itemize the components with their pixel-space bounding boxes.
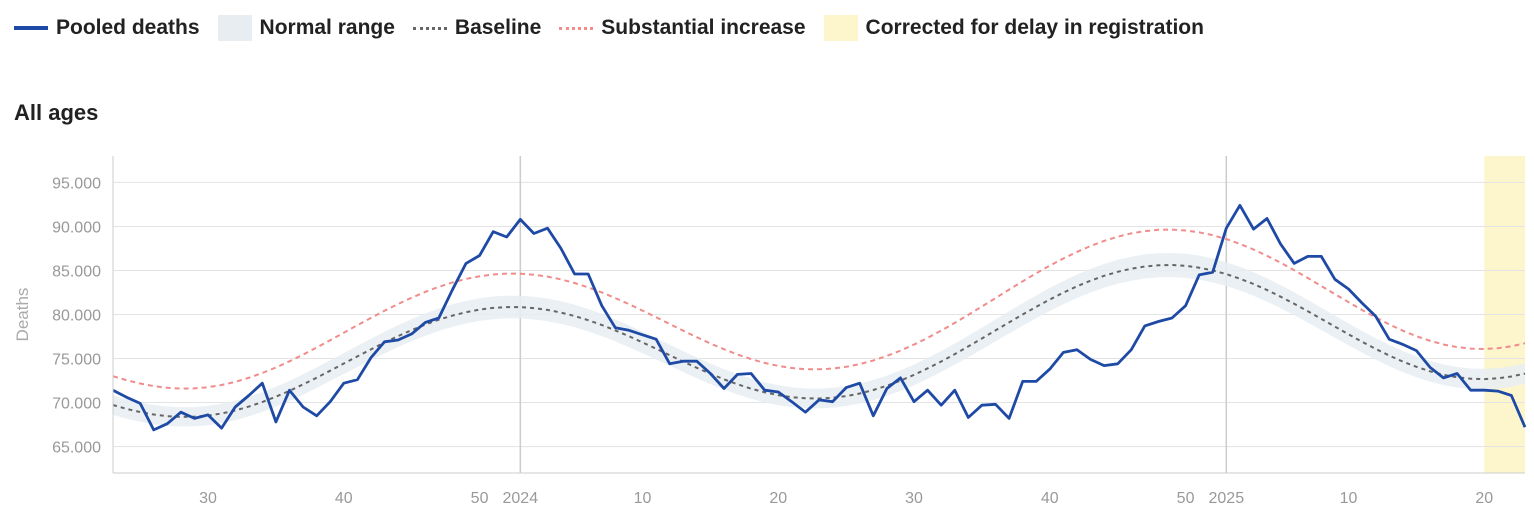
x-tick-label: 10 xyxy=(1340,490,1358,507)
legend-label-pooled-deaths: Pooled deaths xyxy=(56,16,200,39)
y-axis-label: Deaths xyxy=(13,288,32,342)
x-tick-label: 50 xyxy=(471,490,489,507)
baseline-swatch xyxy=(412,26,447,30)
legend-label-corrected: Corrected for delay in registration xyxy=(865,16,1204,39)
legend-item-baseline[interactable]: Baseline xyxy=(412,16,542,40)
legend-label-substantial-increase: Substantial increase xyxy=(601,16,806,39)
x-tick-label: 30 xyxy=(905,490,923,507)
x-tick-label: 40 xyxy=(335,490,353,507)
y-tick-label: 90.000 xyxy=(52,219,101,236)
x-tick-label: 20 xyxy=(769,490,787,507)
y-tick-label: 75.000 xyxy=(52,352,101,369)
deaths-chart: 65.000 70.000 75.000 80.000 85.000 90.000 95.0… xyxy=(13,156,1527,507)
panel-title: All ages xyxy=(14,100,99,125)
normal-range-swatch xyxy=(217,15,252,41)
pooled-deaths-swatch xyxy=(14,26,48,30)
legend-item-corrected[interactable]: Corrected for delay in registration xyxy=(823,15,1204,41)
x-tick-label: 20 xyxy=(1475,490,1493,507)
legend: Pooled deaths Normal range Baseline Subs… xyxy=(14,12,1204,44)
x-tick-label: 50 xyxy=(1177,490,1195,507)
x-tick-label: 30 xyxy=(199,490,217,507)
pooled-deaths-line xyxy=(112,203,1527,432)
legend-label-baseline: Baseline xyxy=(454,16,542,39)
substantial-increase-line xyxy=(112,228,1526,390)
legend-item-normal-range[interactable]: Normal range xyxy=(217,15,395,41)
y-tick-label: 65.000 xyxy=(52,440,101,457)
x-tick-label: 2025 xyxy=(1209,490,1245,507)
legend-label-normal-range: Normal range xyxy=(259,16,395,39)
series-lines xyxy=(112,203,1527,432)
legend-item-pooled-deaths[interactable]: Pooled deaths xyxy=(14,16,200,40)
legend-item-substantial-increase[interactable]: Substantial increase xyxy=(559,16,806,40)
x-tick-label: 40 xyxy=(1041,490,1059,507)
tick-labels: 65.000 70.000 75.000 80.000 85.000 90.000 95.0… xyxy=(13,175,1493,507)
axes xyxy=(112,156,1525,474)
y-tick-label: 80.000 xyxy=(52,308,101,325)
y-tick-label: 70.000 xyxy=(52,396,101,413)
y-tick-label: 95.000 xyxy=(52,175,101,192)
substantial-increase-swatch xyxy=(559,26,594,30)
y-tick-label: 85.000 xyxy=(52,263,101,280)
x-tick-label: 10 xyxy=(634,490,652,507)
x-tick-label: 2024 xyxy=(503,490,539,507)
corrected-swatch xyxy=(823,15,858,41)
